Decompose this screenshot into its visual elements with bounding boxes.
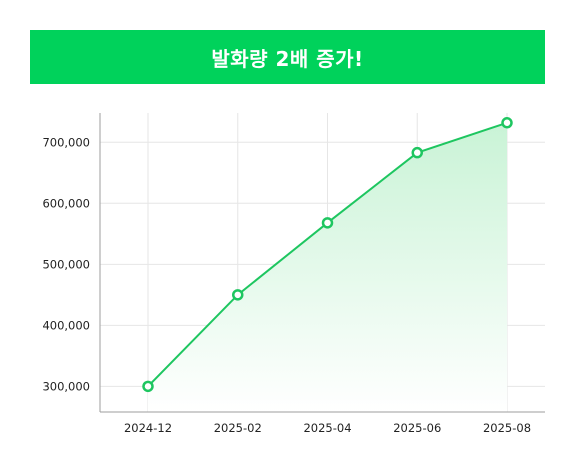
x-tick-label: 2025-08 [483,421,531,435]
y-tick-label: 700,000 [42,135,90,149]
title-banner: 발화량 2배 증가! [30,30,545,84]
data-point [232,289,244,301]
y-tick-label: 600,000 [42,196,90,210]
series-area [148,122,507,412]
data-point [501,117,513,129]
y-tick-label: 300,000 [42,379,90,393]
data-points [142,117,513,393]
data-point [321,217,334,229]
y-tick-label: 500,000 [42,257,90,271]
x-tick-label: 2025-06 [393,421,441,435]
banner-title: 발화량 2배 증가! [211,46,364,71]
x-tick-label: 2024-12 [124,421,172,435]
axes [99,113,545,413]
x-tick-label: 2025-02 [214,421,262,435]
x-axis-ticks: 2024-12 2025-02 2025-04 2025-06 2025-08 [124,421,531,435]
y-axis-ticks: 300,000 400,000 500,000 600,000 700,000 [42,135,90,393]
y-tick-label: 400,000 [42,318,90,332]
x-tick-label: 2025-04 [303,421,351,435]
data-point [142,380,154,393]
data-point [411,146,423,159]
